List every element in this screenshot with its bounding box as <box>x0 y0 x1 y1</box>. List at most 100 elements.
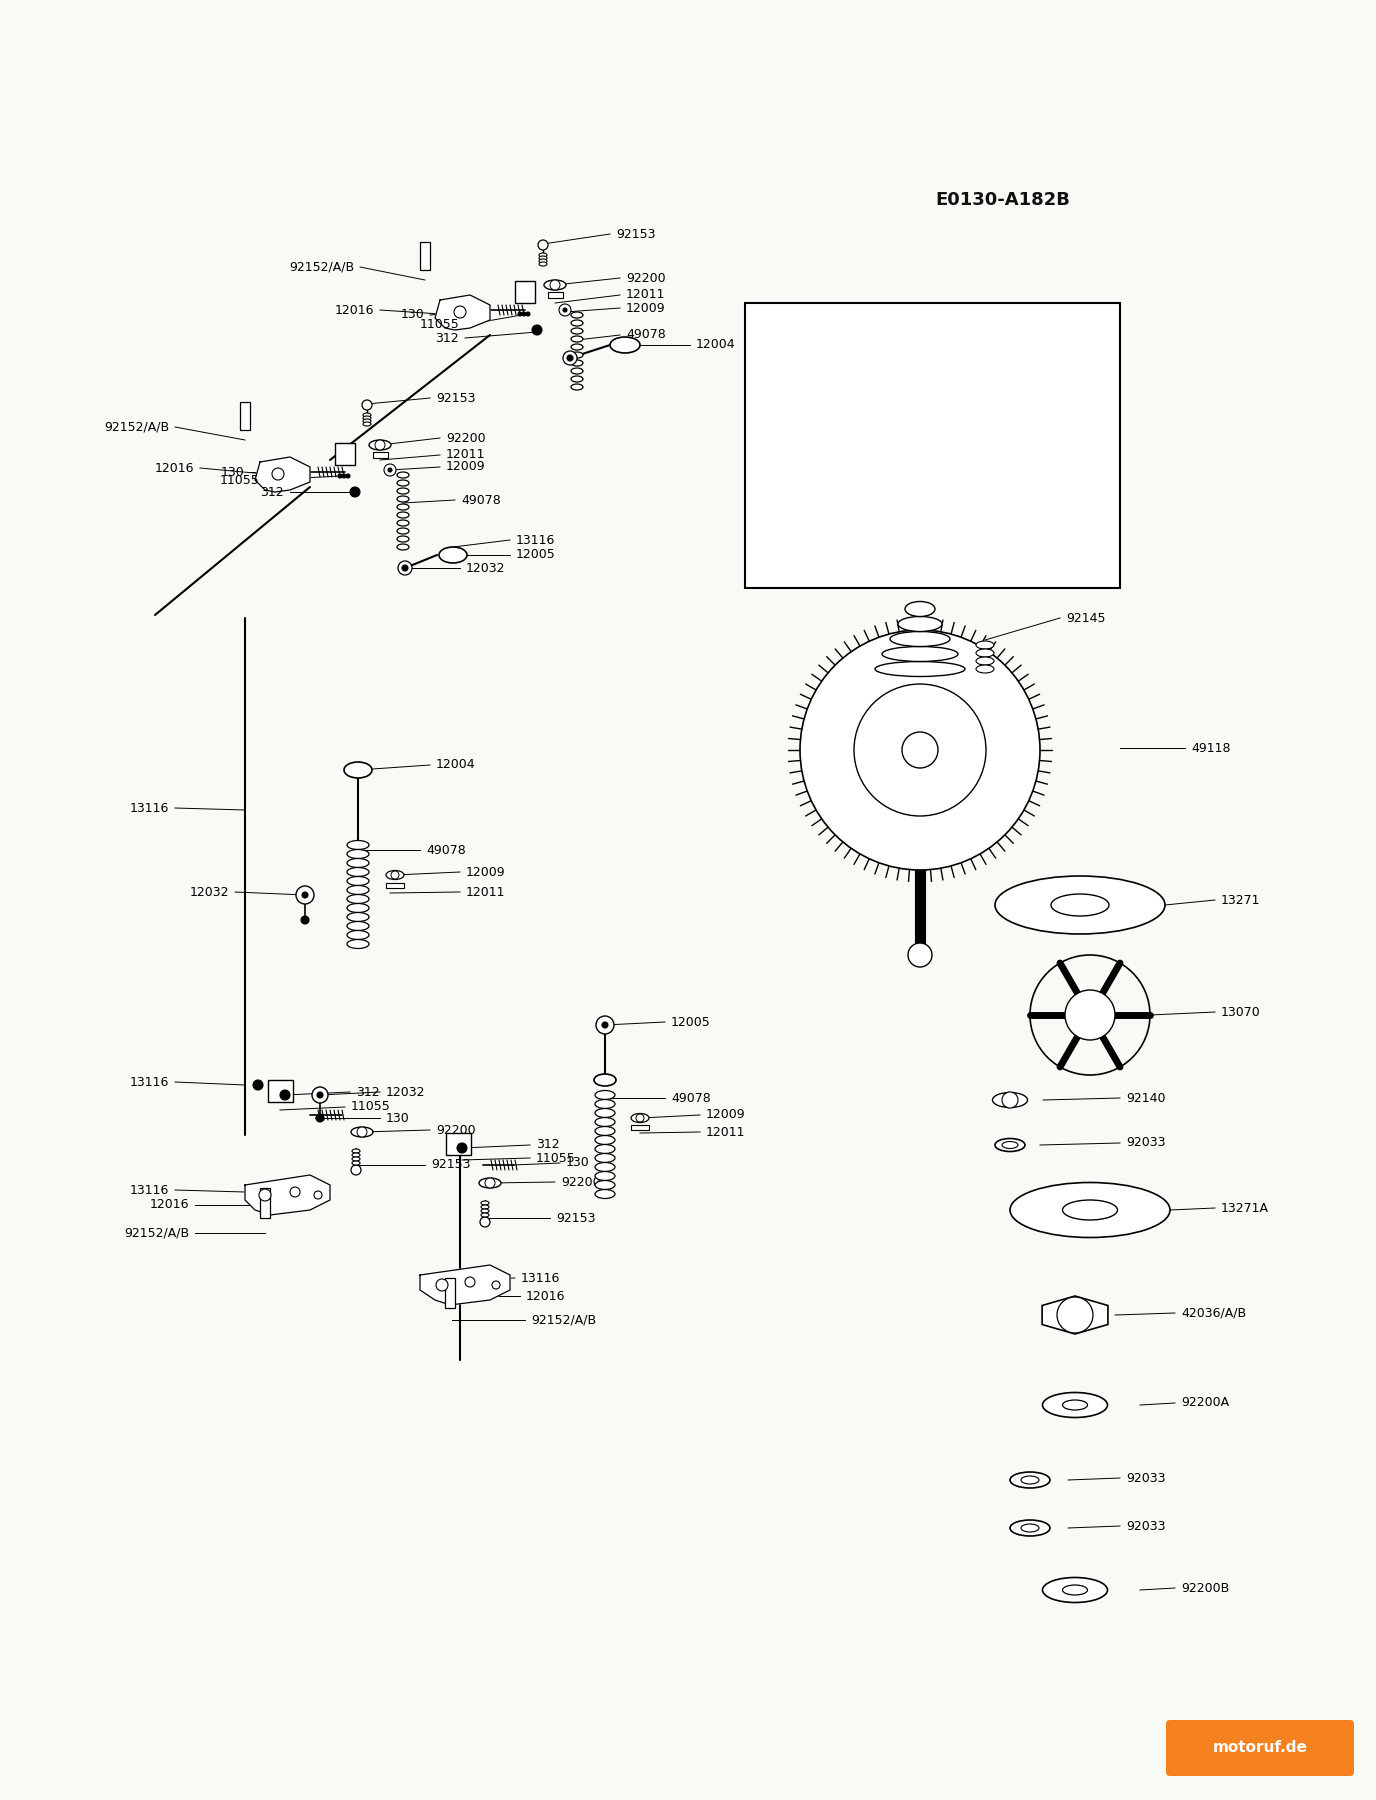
Text: 92200A: 92200A <box>1181 1397 1229 1409</box>
Ellipse shape <box>976 641 993 650</box>
Ellipse shape <box>882 646 958 662</box>
Circle shape <box>356 1127 367 1138</box>
Text: 49078: 49078 <box>626 328 666 342</box>
Ellipse shape <box>347 931 369 940</box>
Bar <box>268 1080 293 1102</box>
Bar <box>744 302 1120 589</box>
Text: 92153: 92153 <box>436 392 476 405</box>
Ellipse shape <box>571 383 583 391</box>
Ellipse shape <box>571 337 583 342</box>
Circle shape <box>279 1091 290 1100</box>
Ellipse shape <box>351 1127 373 1138</box>
Text: 92033: 92033 <box>1126 1136 1165 1150</box>
Text: 49078: 49078 <box>427 844 465 857</box>
Text: 12032: 12032 <box>190 886 228 898</box>
Text: 130: 130 <box>220 466 244 479</box>
Ellipse shape <box>995 877 1165 934</box>
Ellipse shape <box>976 664 993 673</box>
Text: 130: 130 <box>400 308 424 322</box>
Ellipse shape <box>347 913 369 922</box>
Circle shape <box>351 1165 361 1175</box>
Ellipse shape <box>1062 1586 1087 1595</box>
Bar <box>334 443 355 464</box>
Circle shape <box>384 464 396 475</box>
Ellipse shape <box>398 536 409 542</box>
Circle shape <box>362 400 372 410</box>
Circle shape <box>350 488 361 497</box>
Text: 13116: 13116 <box>516 533 556 547</box>
Ellipse shape <box>594 1172 615 1181</box>
Text: 42036/A/B: 42036/A/B <box>1181 1307 1247 1319</box>
Ellipse shape <box>594 1163 615 1172</box>
Ellipse shape <box>363 412 372 418</box>
Ellipse shape <box>571 320 583 326</box>
Text: 12009: 12009 <box>706 1109 746 1121</box>
Text: 13116: 13116 <box>129 1075 169 1089</box>
Ellipse shape <box>594 1109 615 1118</box>
Circle shape <box>343 473 345 479</box>
Text: motoruf.de: motoruf.de <box>1212 1741 1307 1755</box>
FancyBboxPatch shape <box>1165 1721 1354 1777</box>
Ellipse shape <box>363 416 372 419</box>
Text: 13116: 13116 <box>522 1271 560 1285</box>
Bar <box>373 452 388 457</box>
Ellipse shape <box>594 1145 615 1154</box>
Ellipse shape <box>398 481 409 486</box>
Ellipse shape <box>482 1210 488 1213</box>
Circle shape <box>296 886 314 904</box>
Circle shape <box>457 1143 466 1154</box>
Text: 13271A: 13271A <box>1221 1202 1269 1215</box>
Circle shape <box>1057 1298 1093 1334</box>
Circle shape <box>316 1114 323 1121</box>
Ellipse shape <box>594 1181 615 1190</box>
Text: 12011: 12011 <box>466 886 505 898</box>
Ellipse shape <box>1043 1393 1108 1418</box>
Text: E0130-A182B: E0130-A182B <box>936 191 1071 209</box>
Ellipse shape <box>347 886 369 895</box>
Text: 92153: 92153 <box>616 227 655 241</box>
Circle shape <box>272 468 283 481</box>
Circle shape <box>908 943 932 967</box>
Ellipse shape <box>594 1100 615 1109</box>
Text: 12032: 12032 <box>466 562 505 574</box>
Ellipse shape <box>352 1148 361 1154</box>
Polygon shape <box>1042 1296 1108 1334</box>
Ellipse shape <box>347 940 369 949</box>
Ellipse shape <box>347 904 369 913</box>
Text: 12016: 12016 <box>154 461 194 475</box>
Circle shape <box>316 1093 323 1098</box>
Text: 13116: 13116 <box>129 1184 169 1197</box>
Circle shape <box>567 355 572 362</box>
Ellipse shape <box>539 263 548 266</box>
Text: 12004: 12004 <box>696 338 736 351</box>
Ellipse shape <box>482 1213 488 1217</box>
Text: 312: 312 <box>356 1085 380 1098</box>
Ellipse shape <box>899 616 943 632</box>
Text: 12005: 12005 <box>671 1015 711 1028</box>
Text: 49118: 49118 <box>1192 742 1230 754</box>
Bar <box>260 1188 270 1219</box>
Ellipse shape <box>544 281 566 290</box>
Ellipse shape <box>482 1201 488 1204</box>
Text: 130: 130 <box>566 1157 590 1170</box>
Ellipse shape <box>398 527 409 535</box>
Text: 49078: 49078 <box>461 493 501 506</box>
Circle shape <box>596 1015 614 1033</box>
Circle shape <box>1065 990 1115 1040</box>
Ellipse shape <box>1010 1183 1170 1238</box>
Circle shape <box>345 473 350 479</box>
Ellipse shape <box>594 1127 615 1136</box>
Ellipse shape <box>992 1093 1028 1107</box>
Polygon shape <box>245 1175 330 1215</box>
Text: 11055: 11055 <box>420 319 460 331</box>
Ellipse shape <box>1010 1472 1050 1489</box>
Bar <box>632 1125 649 1130</box>
Text: 12032: 12032 <box>387 1085 425 1098</box>
Circle shape <box>484 1177 495 1188</box>
Text: 13116: 13116 <box>129 801 169 814</box>
Circle shape <box>312 1087 327 1103</box>
Ellipse shape <box>398 504 409 509</box>
Ellipse shape <box>594 1075 616 1085</box>
Ellipse shape <box>347 895 369 904</box>
Polygon shape <box>435 295 490 329</box>
